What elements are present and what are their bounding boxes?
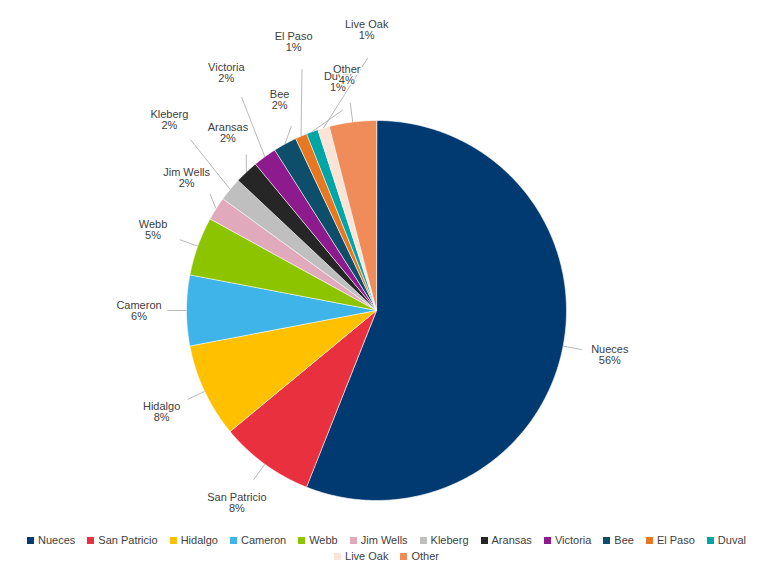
svg-text:Webb5%: Webb5%: [139, 218, 168, 241]
svg-text:Kleberg2%: Kleberg2%: [150, 108, 188, 131]
svg-text:Victoria2%: Victoria2%: [208, 61, 245, 84]
svg-text:Bee2%: Bee2%: [270, 88, 290, 111]
svg-text:El Paso1%: El Paso1%: [275, 30, 313, 53]
svg-text:San Patricio8%: San Patricio8%: [207, 491, 266, 514]
svg-text:Aransas2%: Aransas2%: [208, 121, 249, 144]
svg-text:Other4%: Other4%: [333, 63, 361, 86]
svg-text:Cameron6%: Cameron6%: [116, 299, 161, 322]
svg-text:Hidalgo8%: Hidalgo8%: [143, 400, 180, 423]
svg-text:Live Oak1%: Live Oak1%: [345, 17, 389, 40]
svg-text:Nueces56%: Nueces56%: [591, 343, 629, 366]
svg-text:Jim Wells2%: Jim Wells2%: [163, 166, 210, 189]
